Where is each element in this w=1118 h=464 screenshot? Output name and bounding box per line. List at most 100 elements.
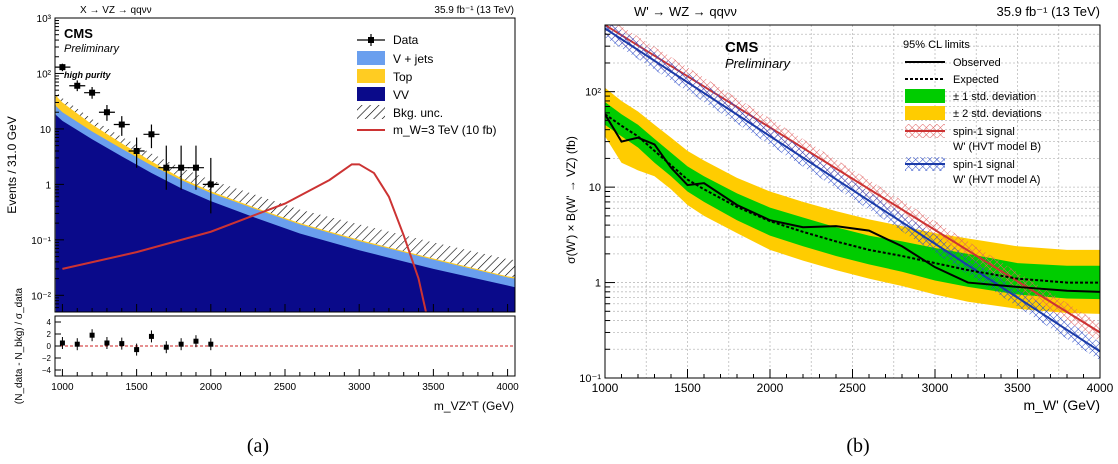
legend-item-vv: VV [357, 87, 409, 102]
pull-marker [119, 341, 125, 347]
data-marker [148, 131, 155, 138]
legend-label-model-b-2: W' (HVT model B) [953, 141, 1041, 153]
legend-label-model-a-2: W' (HVT model A) [953, 174, 1040, 186]
data-point [143, 124, 160, 149]
model-a-line [605, 27, 1100, 353]
pull-marker [134, 347, 140, 353]
panel-b: 1000 1500 2000 2500 3000 3500 4000 10⁻¹ 1 10 10² W… [564, 4, 1114, 457]
y-tick-label: 10² [37, 69, 52, 80]
x-tick-label: 3000 [348, 382, 371, 393]
x-tick-label: 2000 [757, 381, 784, 395]
legend-label-model-a-1: spin-1 signal [953, 159, 1015, 171]
panel-b-caption: (b) [846, 435, 869, 457]
legend-label-vv: VV [393, 88, 409, 102]
pull-marker [193, 338, 199, 344]
data-point [187, 145, 204, 190]
panel-b-legend: 95% CL limits Observed Expected ± 1 std.… [903, 39, 1042, 186]
data-marker [178, 164, 185, 171]
expected-limit-line [605, 113, 1100, 284]
legend-label-band1: ± 1 std. deviation [953, 91, 1036, 103]
legend-item-model-b: spin-1 signal W' (HVT model B) [905, 124, 1041, 153]
legend-item-bkg-unc: Bkg. unc. [357, 105, 443, 120]
pull-marker [74, 341, 80, 347]
x-tick-label: 3000 [922, 381, 949, 395]
ratio-y-tick-label: 4 [47, 318, 52, 327]
observed-limit-line [605, 113, 1100, 293]
y-tick-label: 10 [40, 125, 52, 136]
panel-b-cms-label: CMS [725, 39, 758, 56]
x-tick-label: 1000 [592, 381, 619, 395]
panel-a-plot-area [55, 63, 515, 312]
data-point [84, 87, 101, 99]
data-marker [163, 164, 170, 171]
data-point [69, 80, 86, 92]
data-marker [192, 164, 199, 171]
data-point [173, 145, 190, 190]
panel-a: 10⁻² 10⁻¹ 1 10 10² 10³ 1000 1500 2000 2500 3000 350… [5, 5, 519, 457]
y-tick-label: 10 [589, 182, 601, 194]
x-tick-label: 2000 [200, 382, 223, 393]
data-marker [118, 121, 125, 128]
ratio-y-tick-label: −4 [42, 366, 52, 375]
legend-label-bkg-unc: Bkg. unc. [393, 106, 443, 120]
y-tick-label: 1 [45, 180, 51, 191]
legend-label-observed: Observed [953, 57, 1001, 69]
x-tick-label: 4000 [496, 382, 519, 393]
legend-item-signal: m_W=3 TeV (10 fb) [357, 123, 497, 137]
x-tick-label: 4000 [1087, 381, 1114, 395]
data-marker [59, 64, 66, 71]
legend-item-band1: ± 1 std. deviation [905, 89, 1036, 103]
panel-b-axes: 1000 1500 2000 2500 3000 3500 4000 10⁻¹ 1 10 10² [579, 24, 1114, 395]
panel-b-x-axis-label: m_W' (GeV) [1023, 397, 1100, 413]
data-point [113, 116, 130, 136]
pull-point [163, 341, 169, 354]
y-tick-label: 10³ [37, 14, 52, 25]
legend-item-data: Data [357, 33, 419, 47]
legend-item-expected: Expected [905, 74, 999, 86]
panel-a-preliminary-label: Preliminary [64, 43, 121, 55]
data-point [158, 145, 175, 190]
y-tick-label: 10⁻² [31, 291, 51, 302]
legend-item-band2: ± 2 std. deviations [905, 106, 1042, 120]
panel-a-axes: 10⁻² 10⁻¹ 1 10 10² 10³ 1000 1500 2000 2500 3000 350… [31, 14, 519, 393]
legend-title: 95% CL limits [903, 39, 970, 51]
y-tick-label: 10⁻¹ [579, 373, 601, 385]
legend-label-signal: m_W=3 TeV (10 fb) [393, 123, 497, 137]
x-tick-label: 3500 [422, 382, 445, 393]
legend-label-data: Data [393, 33, 419, 47]
pull-point [148, 330, 154, 343]
data-point [202, 157, 219, 214]
ratio-y-tick-label: −2 [42, 354, 52, 363]
panel-a-process-label: X → VZ → qqνν [80, 5, 152, 16]
y-tick-label: 10⁻¹ [31, 236, 51, 247]
x-tick-label: 1500 [125, 382, 148, 393]
panel-a-y-axis-label: Events / 31.0 GeV [5, 116, 19, 213]
legend-label-band2: ± 2 std. deviations [953, 108, 1042, 120]
panel-a-ratio-y-label: (N_data - N_bkg) / σ_data [14, 287, 25, 404]
pull-point [208, 338, 214, 351]
legend-item-top: Top [357, 69, 413, 84]
pull-marker [178, 341, 184, 347]
pull-marker [163, 344, 169, 350]
ratio-y-tick-label: 2 [47, 330, 52, 339]
data-point [55, 63, 71, 72]
data-marker [207, 181, 214, 188]
legend-label-vjets: V + jets [393, 52, 433, 66]
legend-label-expected: Expected [953, 74, 999, 86]
panel-a-x-axis-label: m_VZ^T (GeV) [434, 399, 514, 413]
panel-a-ratio: 4 2 0 −2 −4 [42, 318, 515, 375]
y-tick-label: 10² [585, 87, 601, 99]
panel-b-preliminary-label: Preliminary [725, 56, 792, 71]
pull-point [193, 335, 199, 348]
data-marker [133, 147, 140, 154]
legend-item-observed: Observed [905, 57, 1001, 69]
y-tick-label: 1 [595, 278, 601, 290]
panel-a-lumi-label: 35.9 fb⁻¹ (13 TeV) [434, 5, 514, 16]
legend-label-model-b-1: spin-1 signal [953, 126, 1015, 138]
pull-point [134, 343, 140, 356]
panel-b-lumi-label: 35.9 fb⁻¹ (13 TeV) [997, 4, 1100, 19]
panel-a-cms-label: CMS [64, 26, 93, 41]
x-tick-label: 1000 [51, 382, 74, 393]
pull-point [178, 338, 184, 351]
signal-curve [62, 163, 427, 312]
